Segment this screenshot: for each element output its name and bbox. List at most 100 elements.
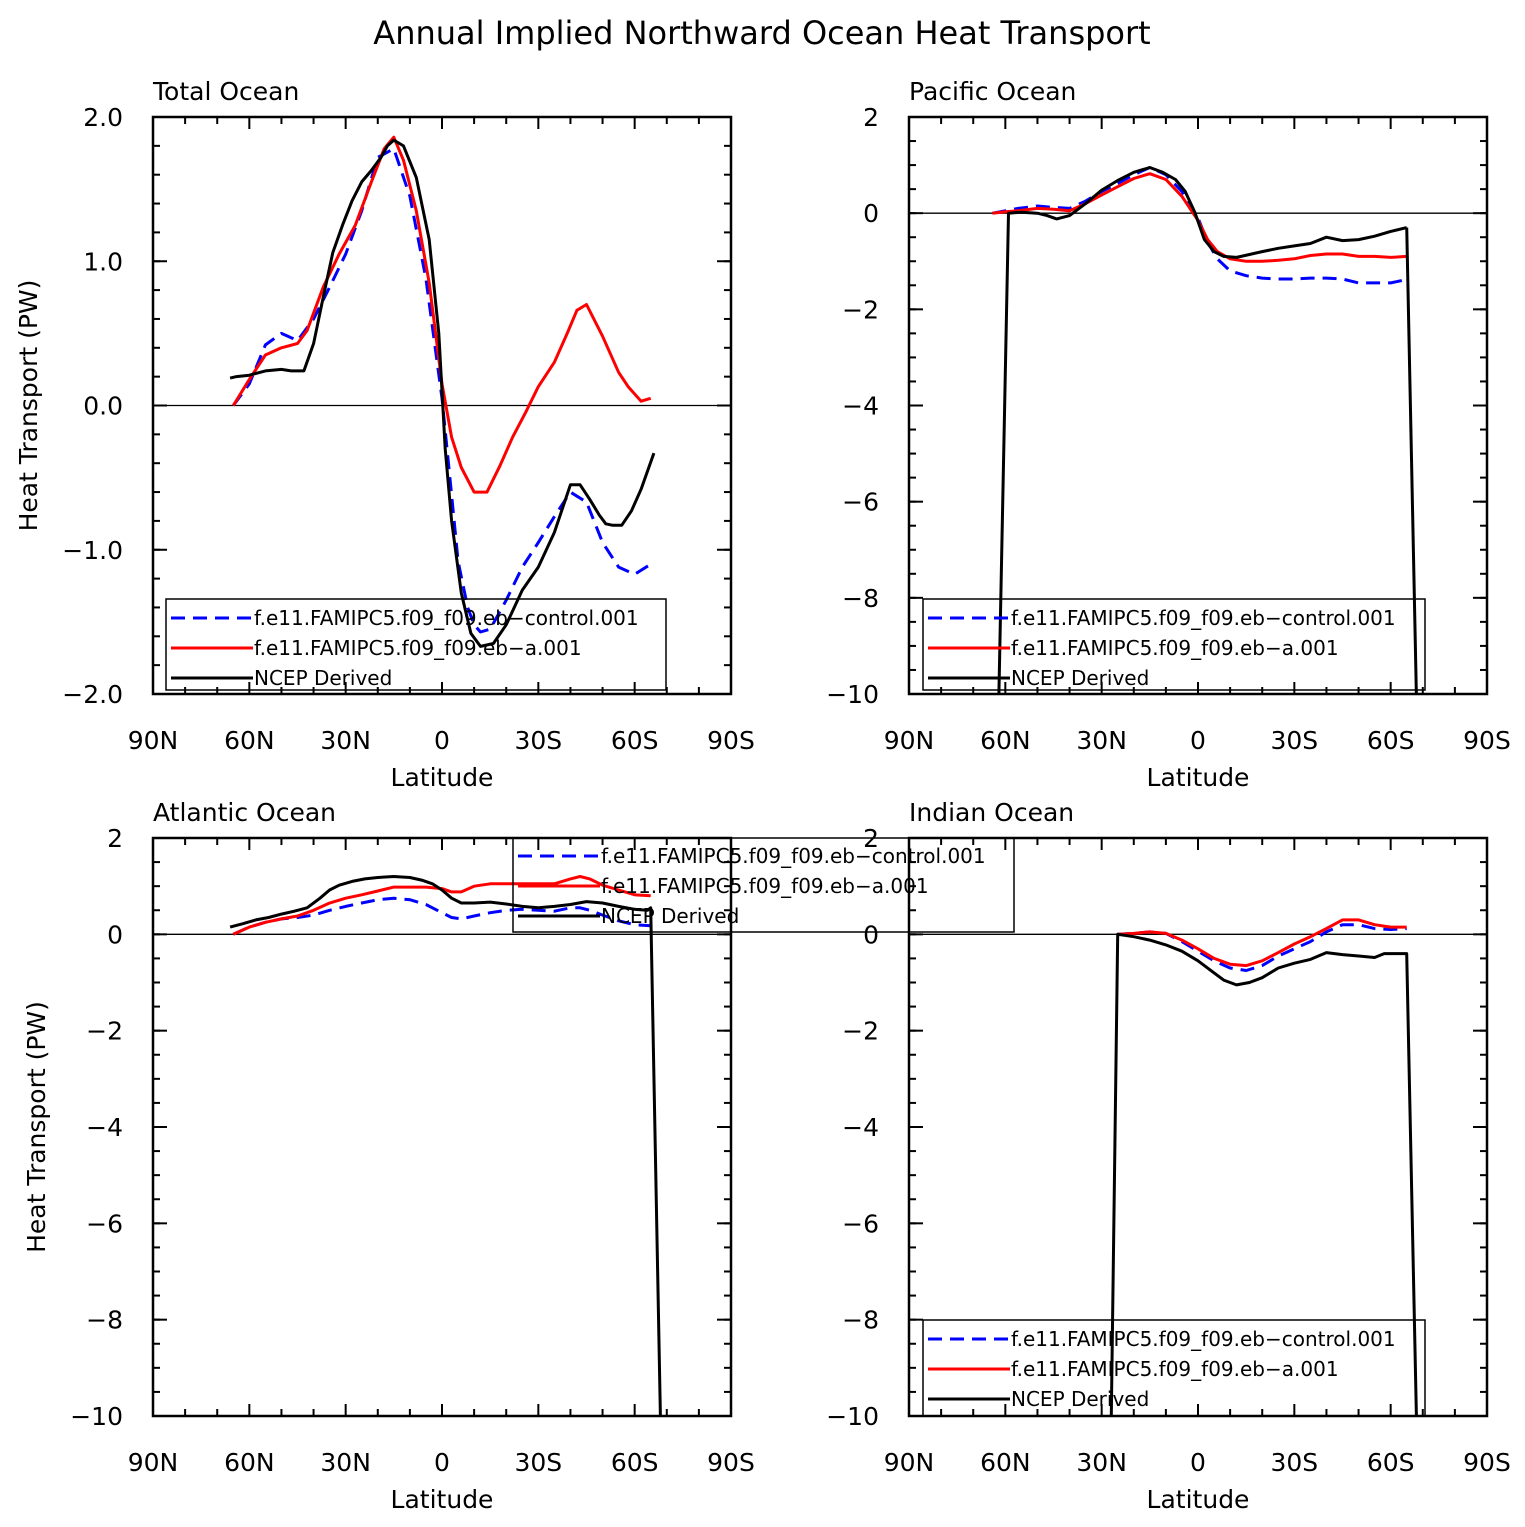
y-tick-label: −4 xyxy=(842,1113,879,1142)
y-tick-label: 2.0 xyxy=(83,103,123,132)
series-line-1 xyxy=(1117,918,1407,968)
x-tick-label: 0 xyxy=(1190,1448,1206,1477)
x-axis-label: Latitude xyxy=(1147,1485,1250,1514)
figure-title: Annual Implied Northward Ocean Heat Tran… xyxy=(373,14,1150,52)
y-tick-label: −10 xyxy=(70,1402,123,1431)
x-tick-label: 0 xyxy=(434,1448,450,1477)
x-tick-label: 60S xyxy=(611,726,659,755)
legend-label: NCEP Derived xyxy=(254,666,392,690)
series-line-2 xyxy=(229,875,662,1416)
x-tick-label: 0 xyxy=(434,726,450,755)
y-tick-label: −8 xyxy=(86,1306,123,1335)
y-tick-label: −4 xyxy=(86,1113,123,1142)
panel-subtitle: Total Ocean xyxy=(152,77,299,106)
x-tick-label: 60N xyxy=(224,726,275,755)
series-line-2 xyxy=(997,166,1408,694)
y-tick-label: −6 xyxy=(86,1209,123,1238)
y-tick-label: −8 xyxy=(842,1306,879,1335)
y-tick-label: 0 xyxy=(107,920,123,949)
x-tick-label: 60N xyxy=(980,1448,1031,1477)
x-tick-label: 60S xyxy=(611,1448,659,1477)
panel-pacific: Pacific Ocean 90N 60N 30N 0 30S 60S 90S Latitude… xyxy=(826,77,1511,792)
legend-box xyxy=(922,1319,1426,1417)
x-tick-label: 30N xyxy=(320,726,371,755)
series-line-ncep-end xyxy=(1405,227,1418,694)
x-tick-label: 30S xyxy=(514,1448,562,1477)
y-axis-label: Heat Transport (PW) xyxy=(14,280,43,532)
series-line-1 xyxy=(232,135,652,494)
y-tick-label: −2 xyxy=(86,1017,123,1046)
x-tick-label: 60N xyxy=(980,726,1031,755)
panel-subtitle: Indian Ocean xyxy=(909,798,1074,827)
panel-indian: Indian Ocean 90N 60N 30N 0 30S 60S 90S Latitude −… xyxy=(826,798,1511,1514)
y-tick-label: −4 xyxy=(842,392,879,421)
legend-label: f.e11.FAMIPC5.f09_f09.eb−a.001 xyxy=(254,636,582,660)
panel-total: Total Ocean 90N 60N 30N 0 30S 60S 90S Latitude −2… xyxy=(14,77,755,792)
legend-label: NCEP Derived xyxy=(1011,1387,1149,1411)
x-tick-label: 90N xyxy=(128,1448,179,1477)
legend-label: f.e11.FAMIPC5.f09_f09.eb−a.001 xyxy=(1011,636,1339,660)
y-tick-label: −10 xyxy=(826,1402,879,1431)
legend: f.e11.FAMIPC5.f09_f09.eb−control.001 f.e1… xyxy=(922,1319,1426,1417)
legend-box xyxy=(165,598,667,691)
legend-label: f.e11.FAMIPC5.f09_f09.eb−control.001 xyxy=(1011,606,1396,630)
legend-label: f.e11.FAMIPC5.f09_f09.eb−control.001 xyxy=(254,606,639,630)
x-axis-label: Latitude xyxy=(1147,763,1250,792)
y-tick-label: −2.0 xyxy=(62,680,123,709)
y-tick-label: −10 xyxy=(826,680,879,709)
y-tick-label: −6 xyxy=(842,488,879,517)
x-axis-label: Latitude xyxy=(391,763,494,792)
y-tick-label: 0.0 xyxy=(83,392,123,421)
legend-label: f.e11.FAMIPC5.f09_f09.eb−control.001 xyxy=(601,844,986,868)
series-line-0 xyxy=(232,896,651,936)
legend: f.e11.FAMIPC5.f09_f09.eb−control.001 f.e1… xyxy=(922,598,1426,691)
x-tick-label: 30N xyxy=(320,1448,371,1477)
x-tick-label: 30S xyxy=(1270,726,1318,755)
x-tick-label: 90N xyxy=(128,726,179,755)
legend-box xyxy=(922,598,1426,691)
y-tick-label: 0 xyxy=(863,199,879,228)
legend: f.e11.FAMIPC5.f09_f09.eb−control.001 f.e1… xyxy=(512,837,1015,933)
y-tick-label: 1.0 xyxy=(83,247,123,276)
series-line-1 xyxy=(992,172,1407,263)
x-tick-label: 30N xyxy=(1076,726,1127,755)
x-tick-label: 30N xyxy=(1076,1448,1127,1477)
x-tick-label: 60S xyxy=(1367,1448,1415,1477)
legend-label: f.e11.FAMIPC5.f09_f09.eb−a.001 xyxy=(1011,1357,1339,1381)
y-tick-label: −8 xyxy=(842,584,879,613)
legend-label: f.e11.FAMIPC5.f09_f09.eb−control.001 xyxy=(1011,1327,1396,1351)
panel-subtitle: Pacific Ocean xyxy=(909,77,1076,106)
x-tick-label: 60S xyxy=(1367,726,1415,755)
legend-label: NCEP Derived xyxy=(601,904,739,928)
y-tick-label: −6 xyxy=(842,1209,879,1238)
x-tick-label: 90S xyxy=(707,726,755,755)
x-tick-label: 60N xyxy=(224,1448,275,1477)
y-tick-label: −1.0 xyxy=(62,536,123,565)
legend: f.e11.FAMIPC5.f09_f09.eb−control.001 f.e1… xyxy=(165,598,667,691)
legend-box xyxy=(512,837,1015,933)
x-axis-label: Latitude xyxy=(391,1485,494,1514)
y-tick-label: 2 xyxy=(863,103,879,132)
y-tick-label: 2 xyxy=(107,824,123,853)
series-line-1 xyxy=(232,875,651,936)
legend-label: NCEP Derived xyxy=(1011,666,1149,690)
x-tick-label: 30S xyxy=(1270,1448,1318,1477)
series-line-0 xyxy=(232,147,652,634)
x-tick-label: 0 xyxy=(1190,726,1206,755)
panel-atlantic: Atlantic Ocean 90N 60N 30N 0 30S 60S 90S Latitud… xyxy=(22,798,1015,1514)
series-line-2 xyxy=(1109,932,1418,1416)
legend-label: f.e11.FAMIPC5.f09_f09.eb−a.001 xyxy=(601,874,929,898)
x-tick-label: 90N xyxy=(884,726,935,755)
x-tick-label: 90S xyxy=(1463,1448,1511,1477)
x-tick-label: 90N xyxy=(884,1448,935,1477)
y-tick-label: 0 xyxy=(863,920,879,949)
x-tick-label: 90S xyxy=(707,1448,755,1477)
y-tick-label: −2 xyxy=(842,295,879,324)
y-tick-label: −2 xyxy=(842,1017,879,1046)
series-line-2 xyxy=(229,138,656,648)
x-tick-label: 90S xyxy=(1463,726,1511,755)
panel-subtitle: Atlantic Ocean xyxy=(153,798,336,827)
y-tick-label: 2 xyxy=(863,824,879,853)
x-tick-label: 30S xyxy=(514,726,562,755)
